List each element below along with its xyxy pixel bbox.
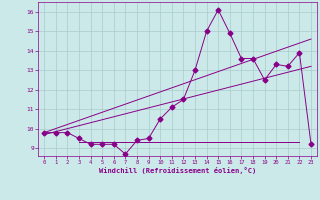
- X-axis label: Windchill (Refroidissement éolien,°C): Windchill (Refroidissement éolien,°C): [99, 167, 256, 174]
